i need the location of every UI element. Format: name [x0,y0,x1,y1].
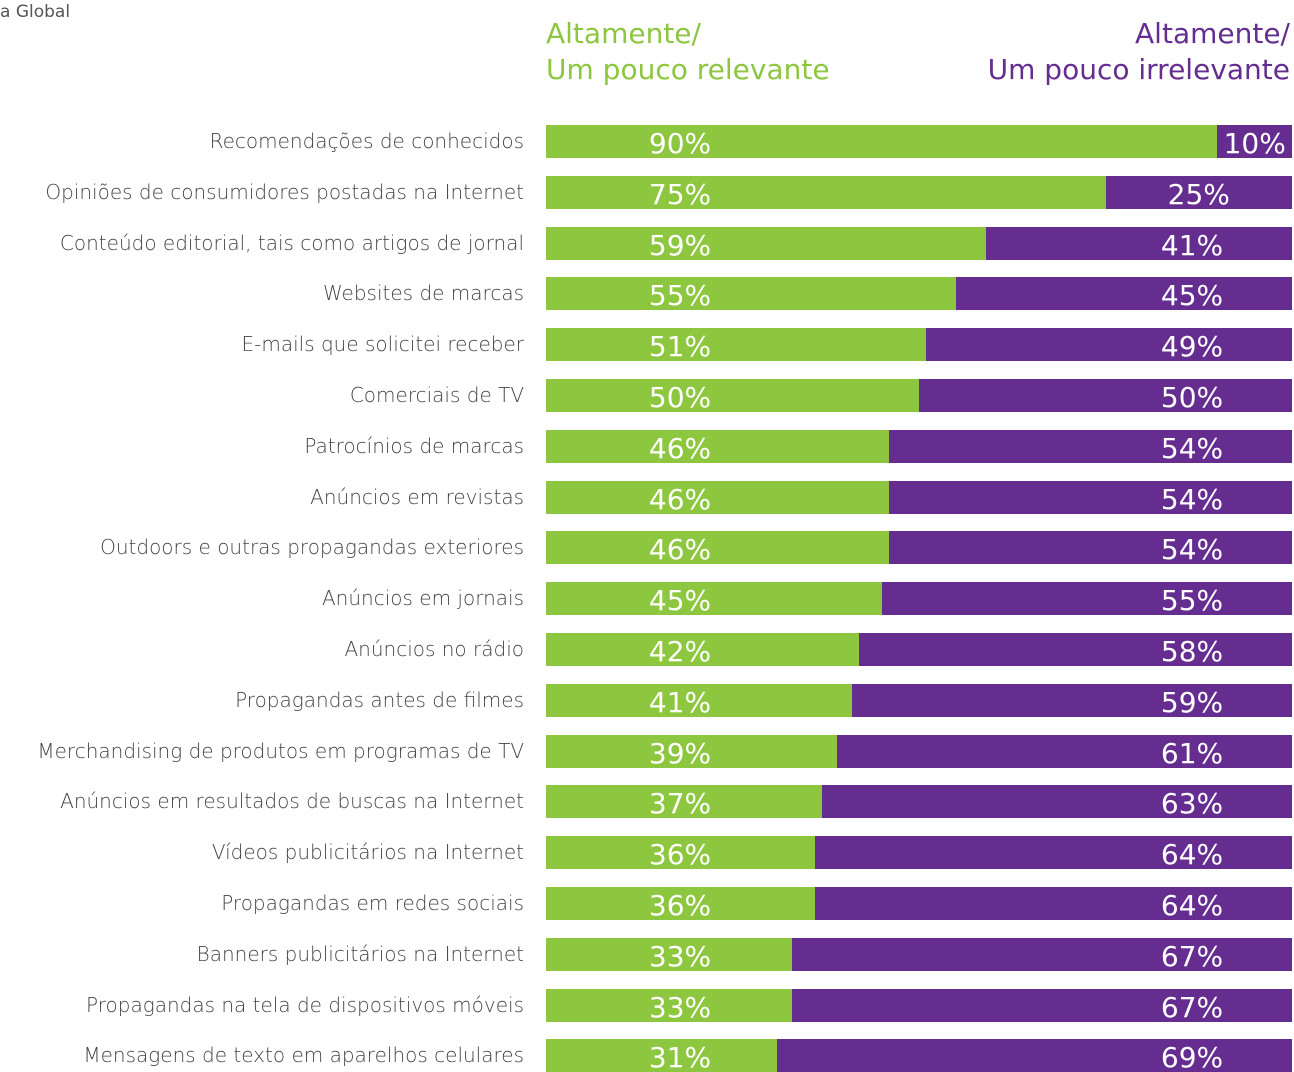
value-label: 67% [1160,939,1224,973]
bar [546,125,1218,158]
value-label: 50% [648,381,712,414]
bar [859,633,1292,666]
bar [546,480,890,514]
bar [956,277,1292,311]
bar [889,531,1292,565]
value-label: 46% [648,482,712,516]
bar [822,785,1292,819]
bar [889,429,1292,463]
category-label: Recomendações de conhecidos [209,129,524,153]
value-label: 75% [648,177,712,211]
bar [546,887,815,920]
bar [546,937,793,971]
bar [792,988,1292,1022]
value-label: 37% [648,787,712,821]
bar [546,531,890,565]
value-label: 64% [1160,838,1224,872]
value-label: 67% [1160,990,1224,1024]
category-label: E-mails que solicitei receber [241,332,524,357]
value-label: 51% [648,330,712,364]
value-label: 36% [648,838,712,872]
category-label: Propagandas na tela de dispositivos móve… [86,992,524,1017]
value-label: 49% [1160,330,1224,364]
note: a Global [0,2,71,22]
bar [546,633,860,666]
value-label: 55% [648,279,712,313]
category-label: Outdoors e outras propagandas exteriores [100,535,524,560]
category-label: Comerciais de TV [349,383,524,407]
category-label: Banners publicitários na Internet [196,941,524,966]
value-label: 36% [648,889,712,922]
bar [546,683,852,717]
bar [1217,125,1292,158]
value-label: 42% [648,635,712,668]
value-label: 61% [1160,736,1224,770]
category-label: Mensagens de texto em aparelhos celulare… [83,1043,524,1068]
bar [546,277,957,311]
value-label: 59% [648,228,712,262]
value-label: 90% [648,127,712,160]
value-label: 58% [1160,635,1224,668]
bar [851,683,1292,717]
value-label: 45% [1160,279,1224,313]
value-label: 64% [1160,889,1224,922]
bar [986,226,1292,260]
bar [546,379,919,412]
bar [546,175,1106,209]
category-label: Vídeos publicitários na Internet [211,840,524,865]
value-label: 33% [648,939,712,973]
value-label: 46% [648,431,712,465]
category-label: Opiniões de consumidores postadas na Int… [45,179,524,204]
value-label: 41% [648,685,712,719]
legend-entry: Altamente/ Um pouco relevante [546,17,830,86]
value-label: 45% [648,584,712,618]
value-label: 50% [1160,381,1224,414]
bar [1105,175,1292,209]
category-label: Websites de marcas [322,281,524,306]
bar [546,226,987,260]
legend-entry: Altamente/ Um pouco irrelevante [987,17,1290,86]
category-label: Patrocínios de marcas [304,433,524,458]
value-label: 39% [648,736,712,770]
bar [926,328,1292,362]
category-label: Merchandising de produtos em programas d… [37,738,524,763]
bar [777,1039,1292,1072]
bar [889,480,1292,514]
bar [792,937,1292,971]
value-label: 54% [1160,431,1224,465]
category-label: Anúncios em jornais [322,586,524,611]
value-label: 10% [1223,127,1286,160]
category-label: Conteúdo editorial, tais como artigos de… [59,230,524,255]
category-label: Propagandas em redes sociais [221,891,524,915]
bar [881,582,1292,616]
category-label: Anúncios em resultados de buscas na Inte… [60,789,524,814]
bar [919,379,1292,412]
bar [814,887,1292,920]
value-label: 63% [1160,787,1224,821]
category-label: Anúncios em revistas [310,484,524,509]
value-label: 41% [1160,228,1224,262]
value-label: 33% [648,990,712,1024]
category-label: Propagandas antes de filmes [235,687,524,712]
bar [546,988,793,1022]
bar [836,734,1292,768]
bar [546,836,815,870]
bar [546,1039,778,1072]
value-label: 54% [1160,482,1224,516]
value-label: 69% [1160,1041,1224,1072]
value-label: 46% [648,533,712,567]
value-label: 59% [1160,685,1224,719]
bar [814,836,1292,870]
value-label: 54% [1160,533,1224,567]
bar [546,734,837,768]
bar [546,429,890,463]
bar [546,785,823,819]
bar [546,582,882,616]
value-label: 55% [1160,584,1224,618]
value-label: 31% [648,1041,712,1072]
value-label: 25% [1167,177,1230,211]
bar [546,328,927,362]
category-label: Anúncios no rádio [344,637,524,661]
